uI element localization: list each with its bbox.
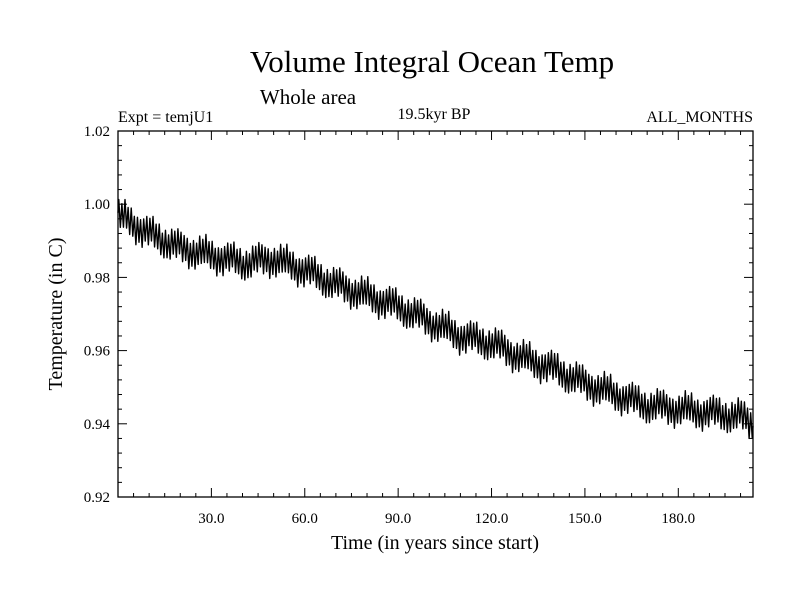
tick-layer <box>118 131 753 497</box>
series-layer <box>117 198 754 440</box>
experiment-label: Expt = temjU1 <box>118 109 213 126</box>
y-tick-label: 0.92 <box>84 490 110 506</box>
y-tick-label: 0.98 <box>84 270 110 286</box>
period-label: 19.5kyr BP <box>398 106 471 123</box>
months-label: ALL_MONTHS <box>646 109 753 126</box>
y-axis-label: Temperature (in C) <box>45 238 67 391</box>
x-tick-label: 120.0 <box>475 511 509 527</box>
y-tick-label: 0.94 <box>84 417 111 433</box>
x-tick-label: 30.0 <box>198 511 224 527</box>
x-axis-label: Time (in years since start) <box>331 532 539 554</box>
plot-frame <box>117 130 754 498</box>
x-tick-label: 60.0 <box>292 511 318 527</box>
series-line <box>117 198 754 440</box>
chart-title: Volume Integral Ocean Temp <box>250 44 614 79</box>
x-tick-label: 90.0 <box>385 511 411 527</box>
x-tick-label: 150.0 <box>568 511 602 527</box>
y-tick-label: 1.00 <box>84 197 110 213</box>
y-tick-label: 1.02 <box>84 124 110 140</box>
chart-subtitle: Whole area <box>260 85 357 109</box>
tick-label-layer: 30.0 60.0 90.0 120.0 150.0 180.0 0.92 0.94 0.96 0… <box>84 124 695 527</box>
y-tick-label: 0.96 <box>84 344 111 360</box>
x-tick-label: 180.0 <box>661 511 695 527</box>
